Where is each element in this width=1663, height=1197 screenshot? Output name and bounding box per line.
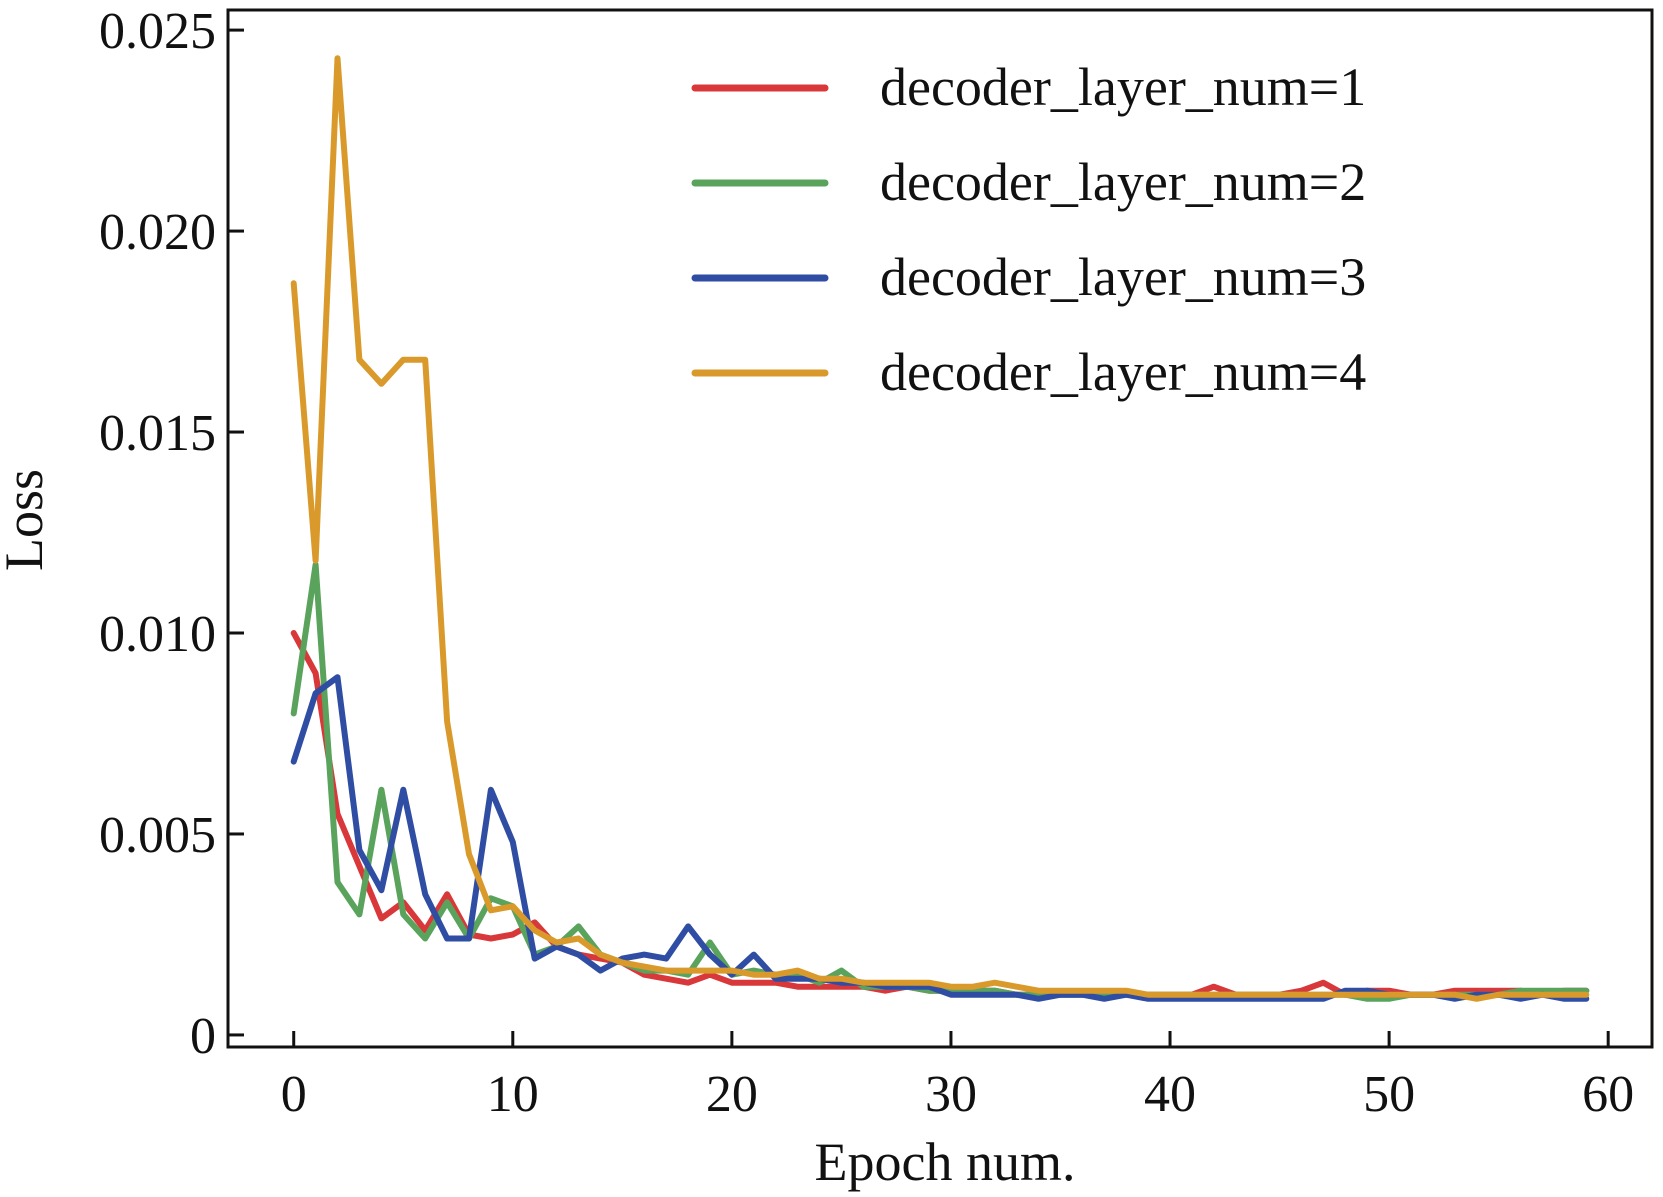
x-tick-label: 30 <box>925 1066 977 1123</box>
y-tick-label: 0 <box>190 1008 216 1065</box>
legend-label-3: decoder_layer_num=3 <box>880 247 1366 307</box>
y-tick-label: 0.010 <box>99 606 216 663</box>
x-tick-label: 50 <box>1363 1066 1415 1123</box>
series-lines <box>290 55 1590 1002</box>
x-axis: 0 10 20 30 40 50 60 <box>281 1031 1634 1123</box>
plot-frame <box>226 8 1654 1049</box>
legend: decoder_layer_num=1 decoder_layer_num=2de… <box>691 57 1366 402</box>
x-tick-label: 40 <box>1144 1066 1196 1123</box>
x-tick-label: 10 <box>487 1066 539 1123</box>
legend-label-1: decoder_layer_num=1 <box>880 57 1366 117</box>
x-tick-label: 20 <box>706 1066 758 1123</box>
x-tick-label: 0 <box>281 1066 307 1123</box>
x-tick-label: 60 <box>1582 1066 1634 1123</box>
series-line-2 <box>290 561 1590 1002</box>
x-axis-title: Epoch num. <box>815 1132 1076 1192</box>
legend-label-2: decoder_layer_num=2 <box>880 152 1366 212</box>
y-axis-title: Loss <box>0 469 54 571</box>
y-tick-label: 0.005 <box>99 807 216 864</box>
y-tick-label: 0.025 <box>99 3 216 60</box>
y-axis: 0 0.005 0.010 0.015 0.020 0.025 <box>99 3 244 1065</box>
series-line-3 <box>290 674 1590 1002</box>
series-line-4 <box>290 55 1590 1002</box>
y-tick-label: 0.020 <box>99 204 216 261</box>
y-tick-label: 0.015 <box>99 405 216 462</box>
legend-label-4: decoder_layer_num=4 <box>880 342 1366 402</box>
